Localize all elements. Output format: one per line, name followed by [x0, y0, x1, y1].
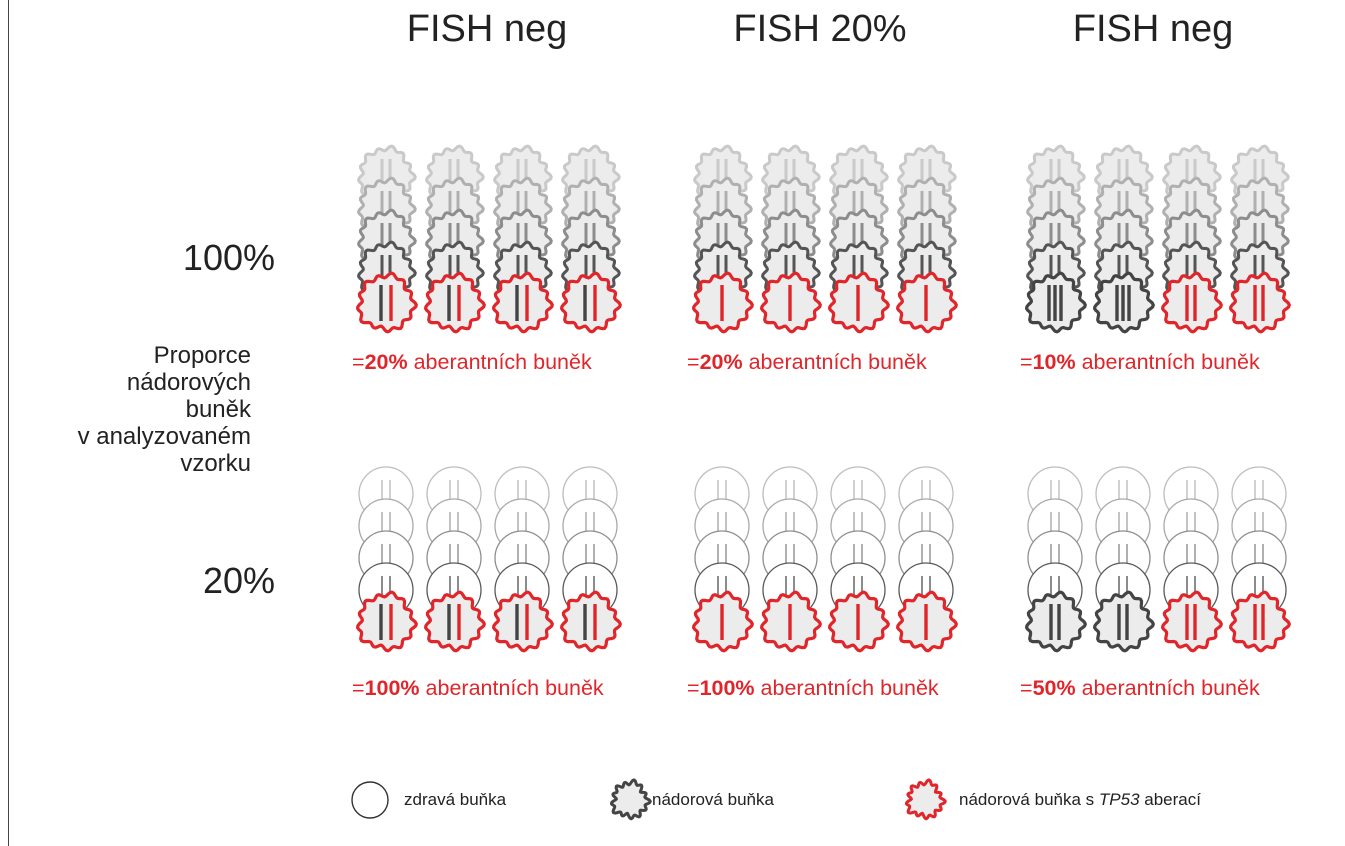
tp53-aberrant-cell [424, 271, 486, 334]
cell-stack [492, 144, 554, 334]
tp53-aberrant-cell [1161, 590, 1223, 653]
caption-percent: 100% [699, 676, 755, 700]
tp53-aberrant-cell [560, 590, 622, 653]
front-cell [1161, 590, 1223, 653]
axis-label-line: Proporce [153, 342, 251, 369]
cell-stack [828, 466, 890, 653]
tp53-aberrant-cell [1229, 590, 1291, 653]
front-cell [1229, 271, 1291, 334]
left-border-line [8, 0, 9, 846]
cell-stack [1161, 144, 1223, 334]
front-cell [896, 271, 958, 334]
healthy-cell-icon [351, 781, 389, 819]
front-cell [424, 271, 486, 334]
axis-label-line: nádorových [126, 368, 251, 396]
cell-stack [356, 144, 418, 334]
front-cell [560, 271, 622, 334]
cell-stack [1025, 466, 1087, 653]
caption-row1-col2: =20% aberantních buněk [687, 350, 927, 374]
front-cell [828, 271, 890, 334]
front-cell [896, 590, 958, 653]
cell-stack [1025, 144, 1087, 334]
cell-stack [896, 144, 958, 334]
caption-row1-col1: =20% aberantních buněk [352, 350, 592, 374]
column-title-2: FISH 20% [733, 8, 907, 50]
axis-label-line: v analyzovaném [77, 422, 251, 450]
cell-stack [692, 144, 754, 334]
tumor-cell [1093, 590, 1155, 653]
front-cell [828, 590, 890, 653]
front-cell [692, 590, 754, 653]
tp53-aberrant-cell [1229, 271, 1291, 334]
row-label-100: 100% [182, 237, 275, 278]
cell-stack [560, 466, 622, 653]
tp53-cell-icon [905, 778, 947, 821]
cell-stack [692, 466, 754, 653]
gene-name: TP53 [1098, 790, 1140, 809]
front-cell [692, 271, 754, 334]
tumor-cell [1025, 590, 1087, 653]
legend-healthy-label: zdravá buňka [404, 790, 507, 809]
front-cell [356, 590, 418, 653]
legend-tp53-label: nádorová buňka s TP53 aberací [959, 790, 1201, 809]
caption-percent: 20% [364, 350, 408, 374]
front-cell [560, 590, 622, 653]
front-cell [1025, 590, 1087, 653]
front-cell [1093, 271, 1155, 334]
front-cell [760, 271, 822, 334]
front-cell [760, 590, 822, 653]
tp53-aberrant-cell [1161, 271, 1223, 334]
tp53-aberrant-cell [560, 271, 622, 334]
cell-stack [492, 466, 554, 653]
front-cell [424, 590, 486, 653]
axis-label-line: vzorku [180, 449, 251, 477]
cell-stack [1161, 466, 1223, 653]
axis-label: Proporce nádorových buněk v analyzovaném… [77, 342, 251, 477]
tp53-aberrant-cell [492, 271, 554, 334]
axis-label-line: buněk [185, 395, 251, 423]
caption-percent: 10% [1032, 350, 1076, 374]
tumor-cell-icon [610, 778, 652, 821]
cell-stack [760, 144, 822, 334]
cell-stack [828, 144, 890, 334]
cell-stack [424, 466, 486, 653]
cell-stack [1229, 144, 1291, 334]
tp53-aberrant-cell [424, 590, 486, 653]
cell-stack [356, 466, 418, 653]
legend-tumor-label: nádorová buňka [652, 790, 774, 809]
front-cell [356, 271, 418, 334]
caption-row2-col3: =50% aberantních buněk [1020, 676, 1260, 700]
cell-stack [424, 144, 486, 334]
cell-stack [560, 144, 622, 334]
cell-stack [1093, 466, 1155, 653]
front-cell [1025, 271, 1087, 334]
front-cell [1229, 590, 1291, 653]
cell-stack [1093, 144, 1155, 334]
cell-stack [1229, 466, 1291, 653]
caption-percent: 20% [699, 350, 743, 374]
caption-row1-col3: =10% aberantních buněk [1020, 350, 1260, 374]
caption-row2-col1: =100% aberantních buněk [352, 676, 604, 700]
caption-percent: 100% [364, 676, 420, 700]
tp53-aberrant-cell [356, 590, 418, 653]
front-cell [1093, 590, 1155, 653]
cell-stack [896, 466, 958, 653]
caption-row2-col2: =100% aberantních buněk [687, 676, 939, 700]
tp53-aberrant-cell [492, 590, 554, 653]
front-cell [492, 590, 554, 653]
caption-percent: 50% [1032, 676, 1076, 700]
row-label-20: 20% [202, 560, 275, 601]
front-cell [1161, 271, 1223, 334]
tp53-aberrant-cell [356, 271, 418, 334]
front-cell [492, 271, 554, 334]
column-title-1: FISH neg [406, 8, 568, 50]
cell-stack [760, 466, 822, 653]
column-title-3: FISH neg [1072, 8, 1234, 50]
